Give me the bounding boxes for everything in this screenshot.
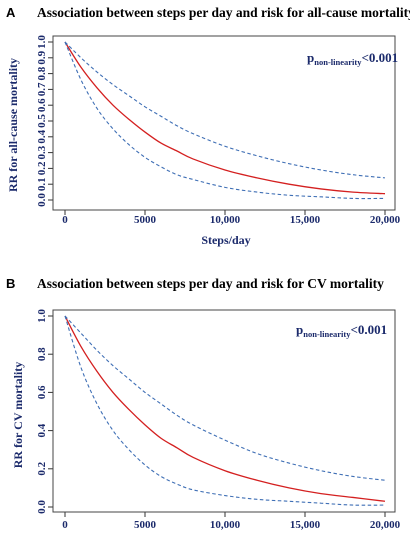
y-tick-label-b: 1.0 <box>36 309 48 323</box>
x-axis-label-a: Steps/day <box>201 233 250 247</box>
x-tick-label-b: 15,000 <box>290 519 321 531</box>
x-tick-label-a: 10,000 <box>210 214 241 226</box>
y-tick-label-b: 0.6 <box>36 385 48 399</box>
y-tick-label-b: 0.0 <box>36 500 48 514</box>
y-tick-label-a: 1.0 <box>36 35 48 49</box>
y-tick-label-a: 0.7 <box>36 82 48 96</box>
ci-curve-a-1 <box>64 41 386 179</box>
p-value-annotation-a: pnon-linearity<0.001 <box>307 50 398 67</box>
y-tick-label-b: 0.8 <box>36 347 48 361</box>
y-tick-label-a: 0.5 <box>36 114 48 128</box>
y-tick-label-a: 0.1 <box>36 177 48 191</box>
plot-frame-a <box>52 35 396 211</box>
plot-frame-b <box>52 309 396 513</box>
panel-label-a: A <box>6 5 16 20</box>
plot-area-a: 0 5000 10,000 15,000 20,0000.00.10.20.30.40.… <box>36 35 401 226</box>
x-tick-label-a: 15,000 <box>290 214 321 226</box>
ci-curve-b-2 <box>64 315 386 506</box>
chart-title-b: Association between steps per day and ri… <box>37 276 384 291</box>
x-tick-label-b: 10,000 <box>210 519 241 531</box>
x-tick-label-a: 0 <box>62 214 68 226</box>
y-tick-label-b: 0.4 <box>36 423 48 437</box>
y-tick-label-a: 0.0 <box>36 193 48 207</box>
y-tick-label-a: 0.9 <box>36 50 48 64</box>
plot-area-b: 0 5000 10,000 15,000 20,000 0.0 0.2 0.4 0.6 0.8 1.… <box>36 309 401 531</box>
x-tick-label-b: 5000 <box>134 519 157 531</box>
y-tick-label-a: 0.3 <box>36 145 48 159</box>
chart-panel-b: B Association between steps per day and … <box>6 276 401 531</box>
chart-panel-a: A Association between steps per day and … <box>6 5 410 247</box>
x-tick-label-a: 20,000 <box>370 214 401 226</box>
y-tick-label-a: 0.4 <box>36 129 48 143</box>
y-tick-label-a: 0.6 <box>36 98 48 112</box>
x-tick-label-a: 5000 <box>134 214 157 226</box>
x-tick-label-b: 0 <box>62 519 68 531</box>
y-axis-label-b: RR for CV mortality <box>11 362 25 469</box>
y-tick-label-a: 0.8 <box>36 66 48 80</box>
y-tick-label-a: 0.2 <box>36 161 48 175</box>
x-tick-label-b: 20,000 <box>370 519 401 531</box>
chart-title-a: Association between steps per day and ri… <box>37 5 410 20</box>
y-tick-label-b: 0.2 <box>36 461 48 475</box>
ci-curve-b-1 <box>64 315 386 481</box>
estimate-curve-b-0 <box>64 315 386 502</box>
panel-label-b: B <box>6 276 15 291</box>
y-axis-label-a: RR for all-cause mortality <box>6 58 20 192</box>
estimate-curve-a-0 <box>64 41 386 195</box>
p-value-annotation-b: pnon-linearity<0.001 <box>296 322 387 339</box>
